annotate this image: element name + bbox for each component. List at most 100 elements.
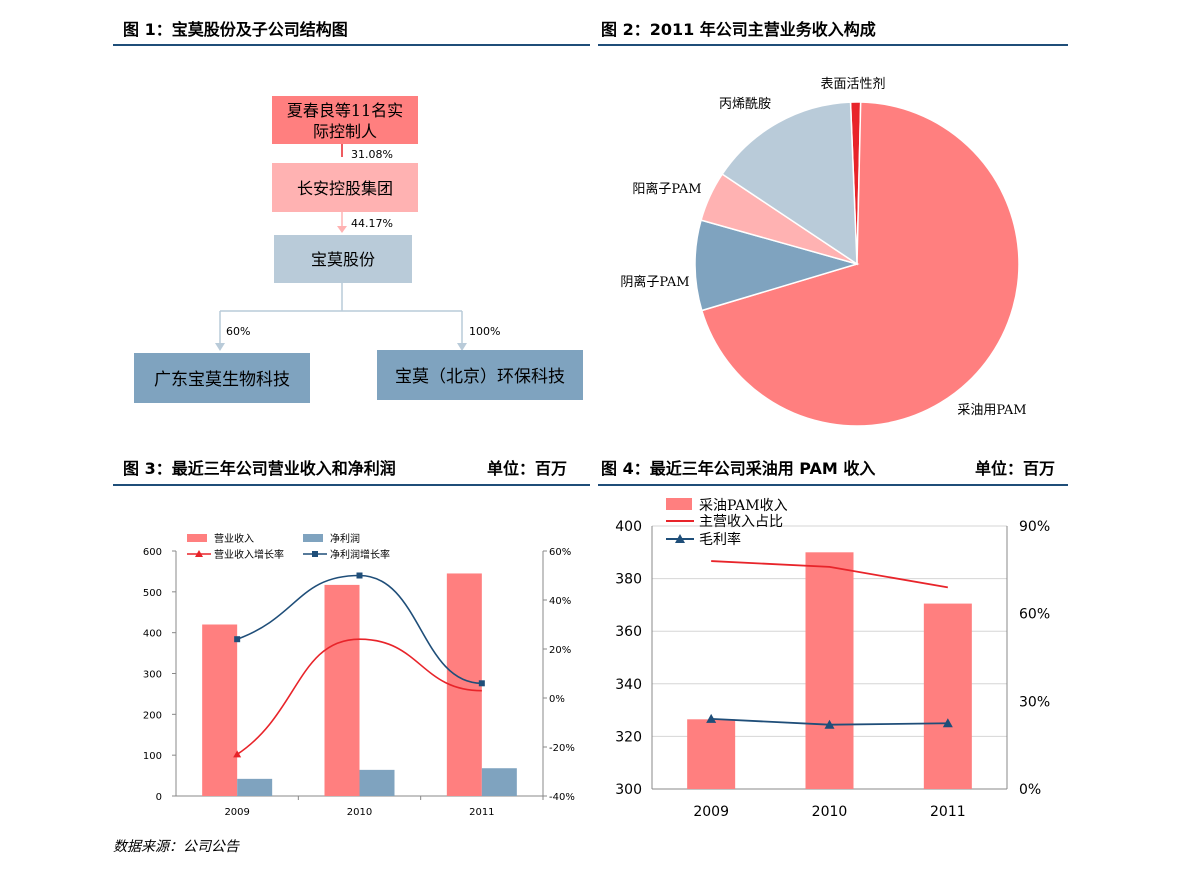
y-tick-label: 0 xyxy=(156,792,162,803)
y2-tick-label: 0% xyxy=(549,694,565,705)
pie-label-4: 丙烯酰胺 xyxy=(719,97,771,112)
legend-label: 营业收入增长率 xyxy=(214,548,284,561)
fig4-title: 图 4：最近三年公司采油用 PAM 收入 xyxy=(601,459,876,478)
legend-label: 净利润 xyxy=(330,532,360,545)
company-label: 宝莫股份 xyxy=(311,250,375,269)
marker-净利润增长率-2011 xyxy=(478,680,485,687)
y2-tick-label: 30% xyxy=(1019,694,1050,710)
group-box xyxy=(272,163,418,212)
bar-采油PAM收入-2011 xyxy=(923,603,972,789)
y-tick-label: 400 xyxy=(615,519,642,535)
pam-revenue-chart: 300 320 340 360 380 400 0% 30% 60% 90% 2009 2010 201… xyxy=(615,498,1050,820)
pie-label-2: 阴离子PAM xyxy=(620,274,689,290)
bar-营业收入-2010 xyxy=(324,584,360,796)
line-主营收入占比 xyxy=(711,560,948,589)
bar-营业收入-2011 xyxy=(446,573,482,796)
y-tick-label: 200 xyxy=(143,710,162,721)
fig4-unit: 单位：百万 xyxy=(975,459,1056,478)
pie-label-1: 采油用PAM xyxy=(957,403,1026,418)
fig3-unit: 单位：百万 xyxy=(487,459,568,478)
legend-label: 营业收入 xyxy=(214,532,254,545)
x-tick-label: 2009 xyxy=(693,804,729,820)
y2-tick-label: -40% xyxy=(549,792,575,803)
legend-swatch xyxy=(187,534,207,542)
x-tick-label: 2010 xyxy=(347,807,372,818)
fig3-rule xyxy=(113,484,590,486)
y-tick-label: 300 xyxy=(143,670,162,681)
y-tick-label: 360 xyxy=(615,624,642,640)
marker-毛利率-2009 xyxy=(706,713,717,723)
fig4-rule xyxy=(598,484,1068,486)
y-tick-label: 500 xyxy=(143,588,162,599)
legend-label: 主营收入占比 xyxy=(699,514,783,530)
y2-tick-label: -20% xyxy=(549,743,575,754)
y-tick-label: 340 xyxy=(615,677,642,693)
y-tick-label: 380 xyxy=(615,572,642,588)
marker-净利润增长率-2009 xyxy=(234,636,241,643)
pie-slice-4 xyxy=(721,101,858,266)
pie-slice-1 xyxy=(700,101,1020,427)
marker-净利润增长率-2010 xyxy=(356,572,363,579)
legend-label: 净利润增长率 xyxy=(330,548,390,561)
y2-tick-label: 40% xyxy=(549,596,571,607)
marker-毛利率-2011 xyxy=(942,718,953,728)
connector-2-arrow xyxy=(337,226,347,233)
fig2-rule xyxy=(598,44,1068,46)
bar-采油PAM收入-2009 xyxy=(687,719,736,789)
fig2-title: 图 2：2011 年公司主营业务收入构成 xyxy=(601,20,876,39)
connector-left-arrow xyxy=(215,343,225,351)
y-tick-label: 320 xyxy=(615,729,642,745)
y2-tick-label: 0% xyxy=(1019,782,1041,798)
bar-营业收入-2009 xyxy=(202,624,238,796)
legend-marker xyxy=(675,534,685,543)
bar-净利润-2009 xyxy=(237,778,273,796)
line-营业收入增长率 xyxy=(236,638,482,756)
pie-slice-2 xyxy=(694,219,860,312)
pct-sub-left: 60% xyxy=(226,325,250,338)
legend-marker xyxy=(312,551,318,557)
bar-采油PAM收入-2010 xyxy=(805,552,854,789)
y2-tick-label: 60% xyxy=(549,547,571,558)
fig1-rule xyxy=(113,44,590,46)
revenue-profit-chart: 0 100 200 300 400 500 600 -40% -20% 0% 20% 40% 60% 20… xyxy=(143,532,575,818)
controller-box xyxy=(272,96,418,144)
marker-毛利率-2010 xyxy=(824,719,835,729)
bar-净利润-2011 xyxy=(481,768,517,796)
marker-营业收入增长率-2009 xyxy=(233,750,242,758)
fig1-title: 图 1：宝莫股份及子公司结构图 xyxy=(123,20,348,39)
pie-label-3: 阳离子PAM xyxy=(632,181,701,197)
y-tick-label: 300 xyxy=(615,782,642,798)
company-box xyxy=(274,235,412,283)
x-tick-label: 2009 xyxy=(224,807,249,818)
sub-left-box xyxy=(134,353,310,403)
y2-tick-label: 90% xyxy=(1019,519,1050,535)
x-tick-label: 2011 xyxy=(469,807,494,818)
bar-净利润-2010 xyxy=(359,769,395,796)
legend-label: 毛利率 xyxy=(699,531,741,548)
pct-group: 44.17% xyxy=(351,217,393,230)
legend-swatch xyxy=(303,534,323,542)
structure-diagram: 夏春良等11名实 际控制人 31.08% 长安控股集团 44.17% 宝莫股份 … xyxy=(134,96,583,403)
controller-line2: 际控制人 xyxy=(313,122,377,141)
sub-left-label: 广东宝莫生物科技 xyxy=(154,370,290,390)
legend-swatch xyxy=(666,498,692,510)
group-label: 长安控股集团 xyxy=(297,179,393,198)
fig3-title: 图 3：最近三年公司营业收入和净利润 xyxy=(123,459,396,478)
pie-label-0: 表面活性剂 xyxy=(820,77,885,92)
y2-tick-label: 20% xyxy=(549,645,571,656)
legend-marker xyxy=(195,550,203,557)
pct-controller: 31.08% xyxy=(351,148,393,161)
connector-right-arrow xyxy=(457,343,467,351)
y-tick-label: 600 xyxy=(143,547,162,558)
y2-tick-label: 60% xyxy=(1019,607,1050,623)
legend-label: 采油PAM收入 xyxy=(699,498,788,514)
controller-line1: 夏春良等11名实 xyxy=(287,101,403,120)
x-tick-label: 2011 xyxy=(930,804,966,820)
sub-right-label: 宝莫（北京）环保科技 xyxy=(395,367,565,387)
pct-sub-right: 100% xyxy=(469,325,500,338)
source-note: 数据来源：公司公告 xyxy=(113,839,239,855)
y-tick-label: 100 xyxy=(143,751,162,762)
line-净利润增长率 xyxy=(236,574,482,685)
y-tick-label: 400 xyxy=(143,629,162,640)
